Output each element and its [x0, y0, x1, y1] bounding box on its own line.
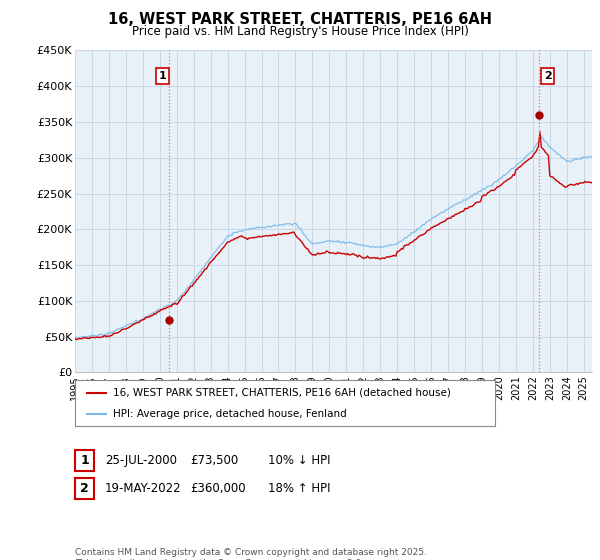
Text: 18% ↑ HPI: 18% ↑ HPI [268, 482, 331, 495]
Text: HPI: Average price, detached house, Fenland: HPI: Average price, detached house, Fenl… [113, 409, 347, 419]
Text: 19-MAY-2022: 19-MAY-2022 [105, 482, 182, 495]
Text: 1: 1 [158, 71, 166, 81]
Text: 25-JUL-2000: 25-JUL-2000 [105, 454, 177, 467]
Text: 10% ↓ HPI: 10% ↓ HPI [268, 454, 331, 467]
Text: 2: 2 [544, 71, 551, 81]
Text: 16, WEST PARK STREET, CHATTERIS, PE16 6AH (detached house): 16, WEST PARK STREET, CHATTERIS, PE16 6A… [113, 388, 451, 398]
Text: £360,000: £360,000 [190, 482, 246, 495]
Text: Contains HM Land Registry data © Crown copyright and database right 2025.
This d: Contains HM Land Registry data © Crown c… [75, 548, 427, 560]
Text: £73,500: £73,500 [190, 454, 238, 467]
Text: 2: 2 [80, 482, 89, 495]
Text: 1: 1 [80, 454, 89, 467]
Text: Price paid vs. HM Land Registry's House Price Index (HPI): Price paid vs. HM Land Registry's House … [131, 25, 469, 38]
Text: 16, WEST PARK STREET, CHATTERIS, PE16 6AH: 16, WEST PARK STREET, CHATTERIS, PE16 6A… [108, 12, 492, 27]
